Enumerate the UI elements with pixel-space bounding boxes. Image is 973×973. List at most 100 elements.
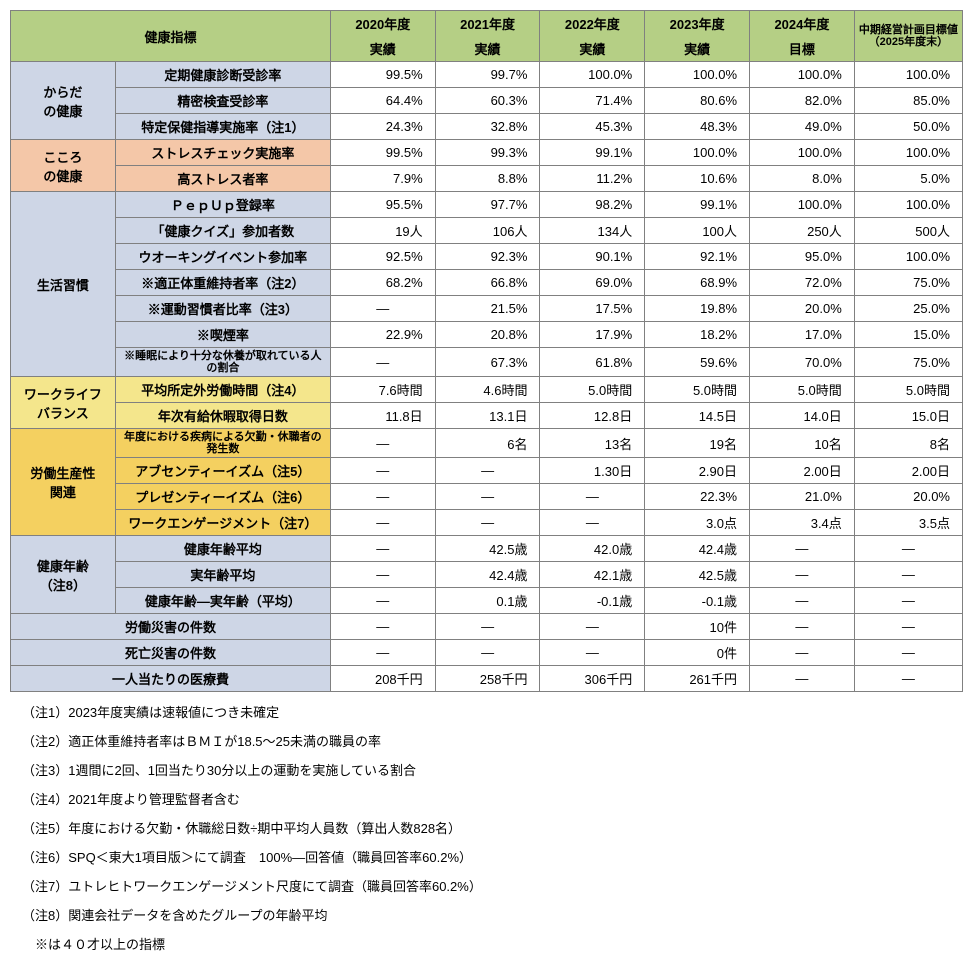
- metric-value: 5.0時間: [854, 377, 962, 403]
- header-year-sub: 実績: [330, 36, 435, 62]
- footnote-item: （注1）2023年度実績は速報値につき未確定: [22, 702, 963, 721]
- metric-value: ―: [540, 484, 645, 510]
- footnote-item: （注3）1週間に2回、1回当たり30分以上の運動を実施している割合: [22, 760, 963, 779]
- metric-value: 90.1%: [540, 244, 645, 270]
- table-row: 一人当たりの医療費208千円258千円306千円261千円――: [11, 666, 963, 692]
- category-cell: 健康年齢（注8）: [11, 536, 116, 614]
- metric-value: 3.4点: [750, 510, 855, 536]
- metric-value: ―: [854, 536, 962, 562]
- metric-value: ―: [435, 510, 540, 536]
- metric-value: 97.7%: [435, 192, 540, 218]
- table-row: 実年齢平均―42.4歳42.1歳42.5歳――: [11, 562, 963, 588]
- metric-label: ※睡眠により十分な休養が取れている人の割合: [115, 348, 330, 377]
- metric-value: 95.5%: [330, 192, 435, 218]
- metric-value: 71.4%: [540, 88, 645, 114]
- metric-value: 68.9%: [645, 270, 750, 296]
- metric-value: 42.4歳: [645, 536, 750, 562]
- metric-value: 5.0時間: [645, 377, 750, 403]
- metric-value: 99.1%: [645, 192, 750, 218]
- category-cell: 労働生産性関連: [11, 429, 116, 536]
- metric-value: 2.00日: [854, 458, 962, 484]
- metric-value: 75.0%: [854, 270, 962, 296]
- metric-value: 14.0日: [750, 403, 855, 429]
- metric-value: 11.8日: [330, 403, 435, 429]
- metric-value: 42.5歳: [435, 536, 540, 562]
- health-metrics-table: 健康指標2020年度2021年度2022年度2023年度2024年度中期経営計画…: [10, 10, 963, 692]
- header-year: 2023年度: [645, 11, 750, 37]
- table-row: こころの健康ストレスチェック実施率99.5%99.3%99.1%100.0%10…: [11, 140, 963, 166]
- metric-value: 306千円: [540, 666, 645, 692]
- metric-label: ストレスチェック実施率: [115, 140, 330, 166]
- metric-value: ―: [330, 614, 435, 640]
- metric-label: ワークエンゲージメント（注7）: [115, 510, 330, 536]
- metric-value: 10件: [645, 614, 750, 640]
- table-row: ※喫煙率22.9%20.8%17.9%18.2%17.0%15.0%: [11, 322, 963, 348]
- metric-label: ※適正体重維持者率（注2）: [115, 270, 330, 296]
- metric-label: ウオーキングイベント参加率: [115, 244, 330, 270]
- metric-value: 19人: [330, 218, 435, 244]
- metric-value: 15.0%: [854, 322, 962, 348]
- metric-value: 100.0%: [645, 62, 750, 88]
- metric-label: アブセンティーイズム（注5）: [115, 458, 330, 484]
- metric-value: 5.0時間: [540, 377, 645, 403]
- metric-value: 5.0時間: [750, 377, 855, 403]
- metric-value: 45.3%: [540, 114, 645, 140]
- table-row: 労働生産性関連年度における疾病による欠勤・休職者の発生数―6名13名19名10名…: [11, 429, 963, 458]
- metric-label: ＰｅｐＵｐ登録率: [115, 192, 330, 218]
- footnote-item: （注2）適正体重維持者率はＢＭＩが18.5～25未満の職員の率: [22, 731, 963, 750]
- metric-value: 18.2%: [645, 322, 750, 348]
- header-year-sub: 実績: [645, 36, 750, 62]
- metric-value: 68.2%: [330, 270, 435, 296]
- footnote-item: （注6）SPQ＜東大1項目版＞にて調査 100%―回答値（職員回答率60.2%）: [22, 847, 963, 866]
- metric-value: ―: [330, 536, 435, 562]
- metric-value: 95.0%: [750, 244, 855, 270]
- metric-value: 98.2%: [540, 192, 645, 218]
- table-row: ※運動習慣者比率（注3）―21.5%17.5%19.8%20.0%25.0%: [11, 296, 963, 322]
- metric-value: 59.6%: [645, 348, 750, 377]
- metric-value: 1.30日: [540, 458, 645, 484]
- metric-label: ※運動習慣者比率（注3）: [115, 296, 330, 322]
- metric-label: 精密検査受診率: [115, 88, 330, 114]
- table-row: 年次有給休暇取得日数11.8日13.1日12.8日14.5日14.0日15.0日: [11, 403, 963, 429]
- header-year-sub: 実績: [540, 36, 645, 62]
- metric-value: 69.0%: [540, 270, 645, 296]
- table-row: プレゼンティーイズム（注6）―――22.3%21.0%20.0%: [11, 484, 963, 510]
- metric-value: 100.0%: [540, 62, 645, 88]
- footnote-item: （注7）ユトレヒトワークエンゲージメント尺度にて調査（職員回答率60.2%）: [22, 876, 963, 895]
- metric-value: 100.0%: [854, 62, 962, 88]
- metric-value: 106人: [435, 218, 540, 244]
- metric-label: 「健康クイズ」参加者数: [115, 218, 330, 244]
- metric-value: 7.6時間: [330, 377, 435, 403]
- table-row: ワークライフバランス平均所定外労働時間（注4）7.6時間4.6時間5.0時間5.…: [11, 377, 963, 403]
- metric-value: 99.1%: [540, 140, 645, 166]
- footnotes: （注1）2023年度実績は速報値につき未確定 （注2）適正体重維持者率はＢＭＩが1…: [10, 702, 963, 953]
- metric-value: ―: [750, 640, 855, 666]
- metric-value: ―: [540, 510, 645, 536]
- metric-value: 99.5%: [330, 140, 435, 166]
- header-year: 2020年度: [330, 11, 435, 37]
- metric-value: 10名: [750, 429, 855, 458]
- metric-value: 22.9%: [330, 322, 435, 348]
- metric-value: 261千円: [645, 666, 750, 692]
- table-row: 特定保健指導実施率（注1）24.3%32.8%45.3%48.3%49.0%50…: [11, 114, 963, 140]
- metric-value: ―: [330, 429, 435, 458]
- metric-value: 17.5%: [540, 296, 645, 322]
- metric-value: ―: [435, 614, 540, 640]
- table-row: 健康年齢（注8）健康年齢平均―42.5歳42.0歳42.4歳――: [11, 536, 963, 562]
- metric-value: ―: [330, 296, 435, 322]
- table-row: ※適正体重維持者率（注2）68.2%66.8%69.0%68.9%72.0%75…: [11, 270, 963, 296]
- metric-value: 99.5%: [330, 62, 435, 88]
- metric-value: ―: [750, 536, 855, 562]
- footnote-item: （注8）関連会社データを含めたグループの年齢平均: [22, 905, 963, 924]
- metric-value: 7.9%: [330, 166, 435, 192]
- metric-label: 特定保健指導実施率（注1）: [115, 114, 330, 140]
- metric-value: 13.1日: [435, 403, 540, 429]
- metric-value: 208千円: [330, 666, 435, 692]
- metric-label: 健康年齢平均: [115, 536, 330, 562]
- metric-value: 66.8%: [435, 270, 540, 296]
- table-row: 精密検査受診率64.4%60.3%71.4%80.6%82.0%85.0%: [11, 88, 963, 114]
- metric-value: 17.0%: [750, 322, 855, 348]
- metric-value: 100.0%: [750, 192, 855, 218]
- metric-label: ※喫煙率: [115, 322, 330, 348]
- metric-value: 48.3%: [645, 114, 750, 140]
